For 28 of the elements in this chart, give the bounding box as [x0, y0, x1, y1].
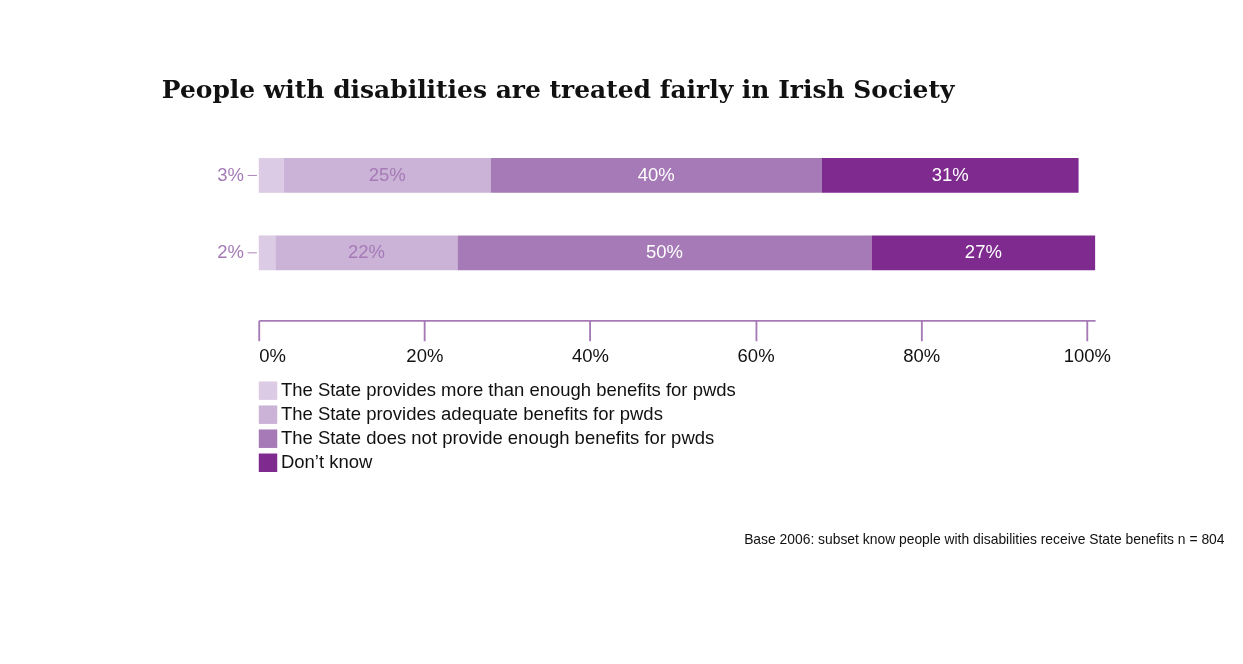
data-label: 50% [646, 241, 684, 263]
legend-label: The State provides more than enough benefits for pwds [280, 379, 736, 401]
legend-label: Don’t know [280, 451, 373, 473]
data-label: 27% [964, 241, 1002, 263]
legend-label: The State provides adequate benefits for pwds [280, 403, 663, 425]
x-tick-label: 0% [259, 344, 286, 366]
data-label: 31% [931, 164, 969, 185]
x-tick-label: 40% [571, 344, 609, 366]
data-label: 25% [368, 164, 406, 185]
data-label: 22% [347, 241, 385, 263]
bar [457, 235, 872, 271]
legend-label: The State does not provide enough benefits for pwds [280, 427, 715, 449]
x-tick-label: 100% [1063, 344, 1111, 366]
bar [258, 158, 284, 193]
bar [490, 158, 822, 193]
bar [283, 158, 491, 193]
bar [821, 158, 1079, 193]
data-label: 40% [637, 164, 675, 185]
data-label: 2% [217, 241, 244, 263]
x-tick-label: 60% [737, 344, 775, 366]
text: Base 2006: subset know people with disabilities receive State benefits n = 804 [744, 531, 1225, 548]
data-label: 3% [217, 164, 244, 185]
bar [275, 235, 458, 271]
bar [871, 235, 1096, 271]
x-tick-label: 20% [406, 344, 444, 366]
x-tick-label: 80% [903, 344, 941, 366]
bar [258, 235, 276, 271]
chart-title: People with disabilities are treated fairly in Irish Society [161, 74, 956, 104]
